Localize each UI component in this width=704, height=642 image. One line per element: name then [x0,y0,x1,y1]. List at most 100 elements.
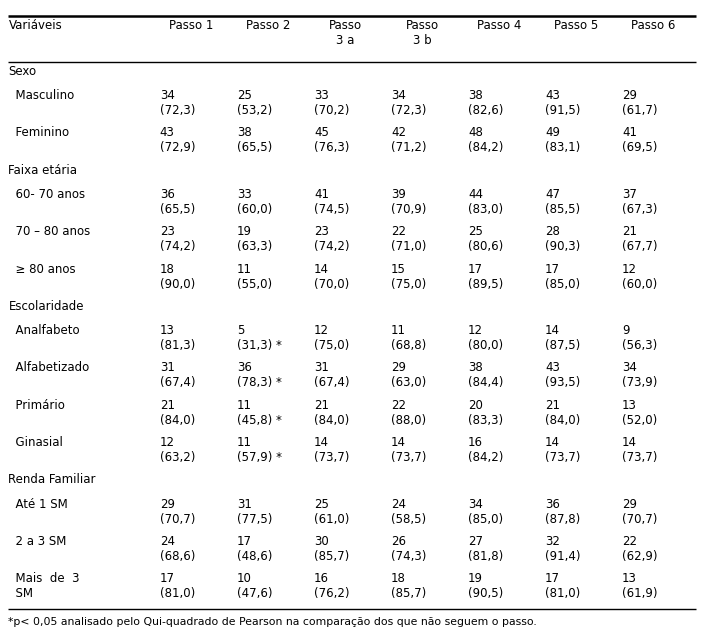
Text: Passo 2: Passo 2 [246,19,290,31]
Text: Masculino: Masculino [8,89,75,102]
Text: 14
(73,7): 14 (73,7) [391,436,427,464]
Text: Analfabeto: Analfabeto [8,324,80,337]
Text: 17
(85,0): 17 (85,0) [545,263,580,291]
Text: 33
(60,0): 33 (60,0) [237,188,272,216]
Text: 14
(73,7): 14 (73,7) [314,436,349,464]
Text: Escolaridade: Escolaridade [8,300,84,313]
Text: 18
(85,7): 18 (85,7) [391,572,426,600]
Text: 22
(62,9): 22 (62,9) [622,535,658,563]
Text: 36
(78,3) *: 36 (78,3) * [237,361,282,390]
Text: 31
(77,5): 31 (77,5) [237,498,272,526]
Text: 2 a 3 SM: 2 a 3 SM [8,535,67,548]
Text: 21
(84,0): 21 (84,0) [160,399,195,427]
Text: Mais  de  3
  SM: Mais de 3 SM [8,572,80,600]
Text: 27
(81,8): 27 (81,8) [468,535,503,563]
Text: 49
(83,1): 49 (83,1) [545,126,580,155]
Text: Alfabetizado: Alfabetizado [8,361,89,374]
Text: 16
(84,2): 16 (84,2) [468,436,503,464]
Text: Renda Familiar: Renda Familiar [8,473,96,486]
Text: 5
(31,3) *: 5 (31,3) * [237,324,282,352]
Text: 14
(87,5): 14 (87,5) [545,324,580,352]
Text: 19
(90,5): 19 (90,5) [468,572,503,600]
Text: 34
(85,0): 34 (85,0) [468,498,503,526]
Text: 22
(71,0): 22 (71,0) [391,225,427,254]
Text: 39
(70,9): 39 (70,9) [391,188,427,216]
Text: 11
(68,8): 11 (68,8) [391,324,426,352]
Text: 16
(76,2): 16 (76,2) [314,572,349,600]
Text: 10
(47,6): 10 (47,6) [237,572,272,600]
Text: 43
(93,5): 43 (93,5) [545,361,580,390]
Text: 42
(71,2): 42 (71,2) [391,126,427,155]
Text: *p< 0,05 analisado pelo Qui-quadrado de Pearson na comparação dos que não seguem: *p< 0,05 analisado pelo Qui-quadrado de … [8,617,537,627]
Text: 30
(85,7): 30 (85,7) [314,535,349,563]
Text: Passo 6: Passo 6 [631,19,675,31]
Text: 26
(74,3): 26 (74,3) [391,535,427,563]
Text: Até 1 SM: Até 1 SM [8,498,68,510]
Text: 13
(52,0): 13 (52,0) [622,399,658,427]
Text: 23
(74,2): 23 (74,2) [314,225,349,254]
Text: 29
(70,7): 29 (70,7) [622,498,658,526]
Text: 13
(81,3): 13 (81,3) [160,324,195,352]
Text: 14
(70,0): 14 (70,0) [314,263,349,291]
Text: ≥ 80 anos: ≥ 80 anos [8,263,76,275]
Text: 41
(69,5): 41 (69,5) [622,126,658,155]
Text: 21
(67,7): 21 (67,7) [622,225,658,254]
Text: 29
(61,7): 29 (61,7) [622,89,658,117]
Text: Feminino: Feminino [8,126,70,139]
Text: 12
(60,0): 12 (60,0) [622,263,658,291]
Text: 29
(70,7): 29 (70,7) [160,498,195,526]
Text: 17
(48,6): 17 (48,6) [237,535,272,563]
Text: 15
(75,0): 15 (75,0) [391,263,426,291]
Text: 38
(84,4): 38 (84,4) [468,361,503,390]
Text: 12
(75,0): 12 (75,0) [314,324,349,352]
Text: 24
(68,6): 24 (68,6) [160,535,195,563]
Text: 25
(53,2): 25 (53,2) [237,89,272,117]
Text: 31
(67,4): 31 (67,4) [160,361,195,390]
Text: 36
(87,8): 36 (87,8) [545,498,580,526]
Text: 34
(73,9): 34 (73,9) [622,361,658,390]
Text: 20
(83,3): 20 (83,3) [468,399,503,427]
Text: 48
(84,2): 48 (84,2) [468,126,503,155]
Text: 17
(81,0): 17 (81,0) [160,572,195,600]
Text: 13
(61,9): 13 (61,9) [622,572,658,600]
Text: 14
(73,7): 14 (73,7) [545,436,580,464]
Text: 12
(80,0): 12 (80,0) [468,324,503,352]
Text: 19
(63,3): 19 (63,3) [237,225,272,254]
Text: 43
(91,5): 43 (91,5) [545,89,580,117]
Text: 38
(82,6): 38 (82,6) [468,89,503,117]
Text: Ginasial: Ginasial [8,436,63,449]
Text: 37
(67,3): 37 (67,3) [622,188,658,216]
Text: 21
(84,0): 21 (84,0) [314,399,349,427]
Text: 32
(91,4): 32 (91,4) [545,535,581,563]
Text: 22
(88,0): 22 (88,0) [391,399,426,427]
Text: 33
(70,2): 33 (70,2) [314,89,349,117]
Text: 44
(83,0): 44 (83,0) [468,188,503,216]
Text: 41
(74,5): 41 (74,5) [314,188,349,216]
Text: Variáveis: Variáveis [8,19,62,31]
Text: Passo 5: Passo 5 [554,19,598,31]
Text: 36
(65,5): 36 (65,5) [160,188,195,216]
Text: 31
(67,4): 31 (67,4) [314,361,349,390]
Text: 17
(89,5): 17 (89,5) [468,263,503,291]
Text: 38
(65,5): 38 (65,5) [237,126,272,155]
Text: 45
(76,3): 45 (76,3) [314,126,349,155]
Text: Passo 4: Passo 4 [477,19,521,31]
Text: 43
(72,9): 43 (72,9) [160,126,195,155]
Text: 21
(84,0): 21 (84,0) [545,399,580,427]
Text: 17
(81,0): 17 (81,0) [545,572,580,600]
Text: 23
(74,2): 23 (74,2) [160,225,195,254]
Text: 11
(57,9) *: 11 (57,9) * [237,436,282,464]
Text: 14
(73,7): 14 (73,7) [622,436,658,464]
Text: Sexo: Sexo [8,65,37,78]
Text: 11
(55,0): 11 (55,0) [237,263,272,291]
Text: 18
(90,0): 18 (90,0) [160,263,195,291]
Text: 29
(63,0): 29 (63,0) [391,361,426,390]
Text: 70 – 80 anos: 70 – 80 anos [8,225,91,238]
Text: 60- 70 anos: 60- 70 anos [8,188,86,201]
Text: Passo
3 a: Passo 3 a [329,19,362,47]
Text: 34
(72,3): 34 (72,3) [391,89,427,117]
Text: 25
(61,0): 25 (61,0) [314,498,349,526]
Text: 25
(80,6): 25 (80,6) [468,225,503,254]
Text: 34
(72,3): 34 (72,3) [160,89,195,117]
Text: 9
(56,3): 9 (56,3) [622,324,658,352]
